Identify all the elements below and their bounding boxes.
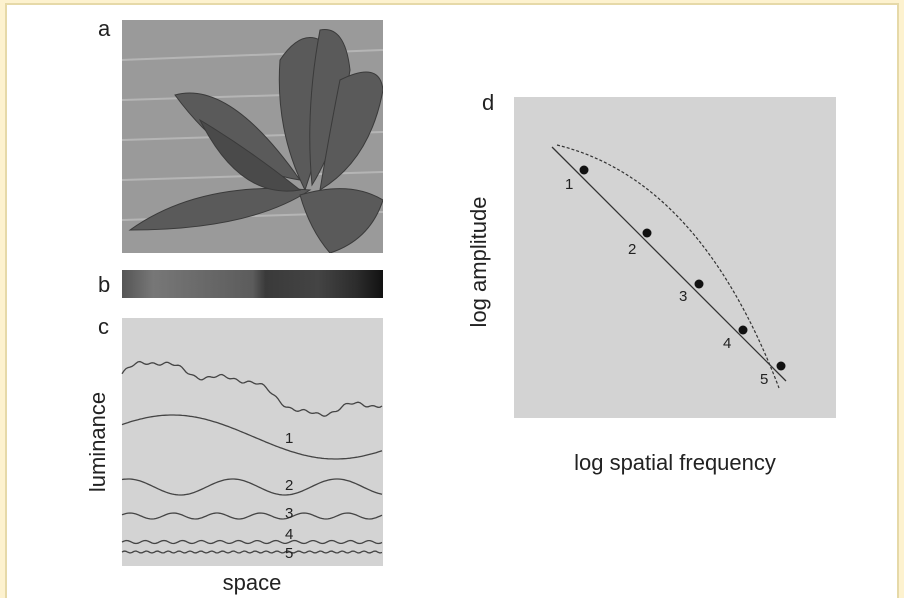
curve bbox=[121, 512, 383, 520]
curve-label: 4 bbox=[285, 526, 293, 543]
curve bbox=[121, 550, 383, 554]
panel-label: d bbox=[482, 90, 494, 115]
point-label: 1 bbox=[565, 176, 573, 193]
curve-label: 3 bbox=[285, 505, 293, 522]
curve bbox=[121, 414, 383, 460]
point-label: 3 bbox=[679, 288, 687, 305]
point bbox=[642, 228, 652, 238]
curve-label: 1 bbox=[285, 430, 293, 447]
plot-area bbox=[514, 97, 836, 418]
curves bbox=[121, 360, 383, 554]
curve-label: 2 bbox=[285, 477, 293, 494]
point bbox=[776, 361, 786, 371]
panel-label: c bbox=[98, 314, 109, 339]
photo bbox=[122, 20, 383, 253]
y-axis-label: log amplitude bbox=[466, 197, 491, 328]
point bbox=[694, 279, 704, 289]
curve-label: 5 bbox=[285, 545, 293, 562]
fit-curve bbox=[556, 144, 780, 389]
point bbox=[579, 165, 589, 175]
curve bbox=[121, 478, 383, 496]
x-axis-label: log spatial frequency bbox=[574, 450, 776, 475]
panel-label: a bbox=[98, 16, 111, 41]
luminance-strip bbox=[122, 270, 383, 298]
point-label: 5 bbox=[760, 371, 768, 388]
points bbox=[579, 165, 786, 371]
point-label: 4 bbox=[723, 335, 731, 352]
curve bbox=[121, 360, 383, 417]
panel-label: b bbox=[98, 272, 110, 297]
y-axis-label: luminance bbox=[85, 392, 110, 492]
fit-line bbox=[551, 146, 787, 382]
curve bbox=[121, 539, 383, 545]
point-label: 2 bbox=[628, 241, 636, 258]
point bbox=[738, 325, 748, 335]
x-axis-label: space bbox=[223, 570, 282, 595]
plot-area bbox=[122, 318, 383, 566]
